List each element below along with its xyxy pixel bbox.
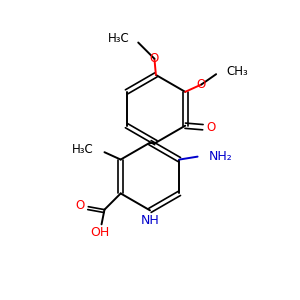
Text: CH₃: CH₃: [226, 65, 248, 78]
Text: O: O: [206, 121, 216, 134]
Text: OH: OH: [90, 226, 110, 239]
Text: H₃C: H₃C: [108, 32, 129, 45]
Text: O: O: [150, 52, 159, 65]
Text: O: O: [197, 78, 206, 91]
Text: NH₂: NH₂: [209, 149, 232, 163]
Text: H₃C: H₃C: [71, 143, 93, 156]
Text: NH: NH: [141, 214, 159, 227]
Text: O: O: [75, 199, 85, 212]
